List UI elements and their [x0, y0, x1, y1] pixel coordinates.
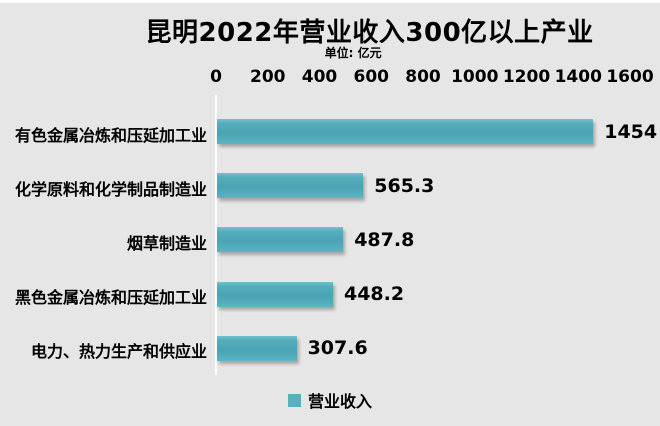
bar	[217, 173, 364, 199]
x-axis-tick: 1400	[554, 67, 602, 87]
x-axis-tick: 1200	[502, 67, 551, 87]
category-label: 化学原料和化学制品制造业	[14, 179, 207, 199]
value-label: 448.2	[343, 283, 405, 306]
category-label: 烟草制造业	[126, 233, 207, 253]
category-label: 有色金属冶炼和压延加工业	[14, 125, 207, 145]
unit-label: 单位: 亿元	[324, 46, 382, 60]
value-label: 565.3	[374, 174, 435, 197]
x-axis-tick: 600	[353, 67, 390, 87]
category-label: 黑色金属冶炼和压延加工业	[14, 288, 207, 308]
bar	[217, 119, 594, 144]
x-axis-tick: 0	[210, 67, 222, 87]
value-label: 487.8	[354, 228, 415, 251]
bar	[217, 281, 333, 307]
bar	[217, 335, 297, 361]
x-axis-tick: 1600	[606, 67, 654, 87]
x-axis-tick: 1000	[451, 67, 499, 87]
x-axis-tick: 200	[250, 67, 286, 87]
x-axis-tick: 800	[405, 67, 441, 87]
x-axis-tick: 400	[301, 67, 338, 87]
legend: 营业收入	[0, 388, 660, 412]
value-label: 1454	[604, 120, 658, 143]
chart-title: 昆明2022年营业收入300亿以上产业	[145, 18, 594, 48]
value-label: 307.6	[307, 337, 368, 360]
legend-label: 营业收入	[307, 392, 372, 411]
y-axis-line	[215, 95, 217, 375]
bar	[217, 227, 344, 253]
legend-swatch-icon	[287, 393, 301, 407]
category-label: 电力、热力生产和供应业	[30, 342, 207, 362]
